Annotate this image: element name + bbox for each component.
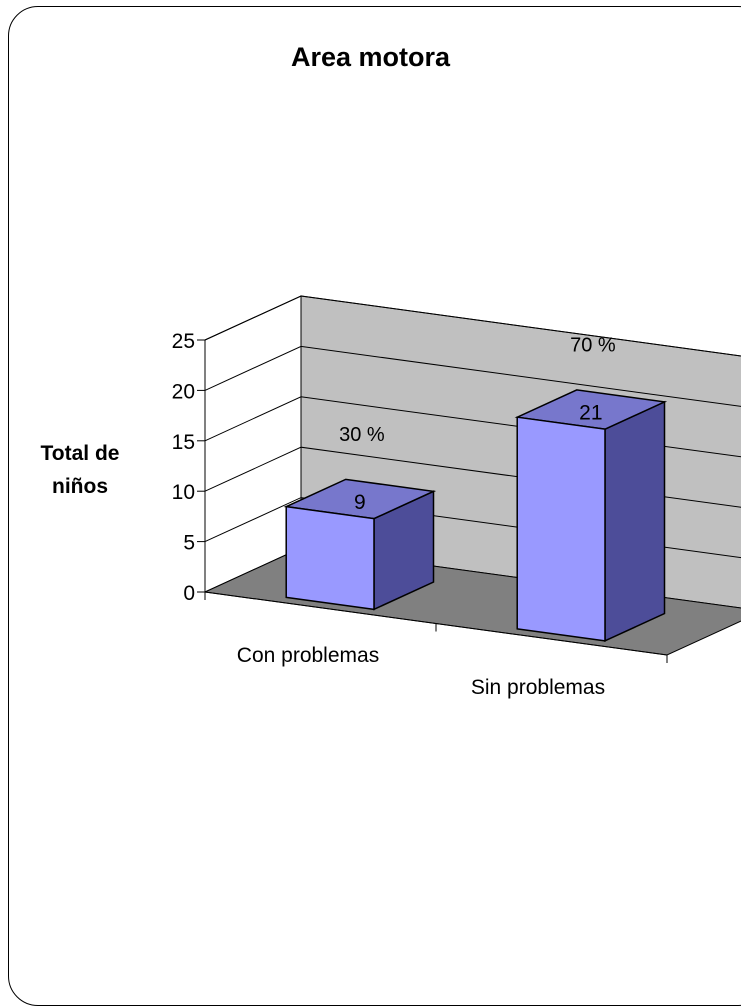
y-tick-label: 10 — [172, 481, 195, 504]
y-tick-label: 15 — [172, 431, 195, 454]
data-label-value: 21 — [579, 402, 602, 425]
data-label-percent: 70 % — [570, 335, 616, 357]
bar: 9 30 % — [283, 424, 437, 611]
y-tick-label: 0 — [183, 582, 195, 605]
y-tick-label: 5 — [183, 532, 195, 555]
gridline — [204, 295, 741, 357]
x-tick-label: Con problemas — [237, 644, 379, 667]
gridline — [204, 345, 741, 407]
bar: 21 70 % — [514, 335, 668, 643]
bar-front — [285, 505, 375, 611]
y-axis-label: Total de niños — [40, 442, 120, 498]
bar-front — [516, 416, 606, 642]
data-label-value: 9 — [354, 491, 366, 514]
axes — [204, 340, 668, 663]
y-tick-label: 20 — [172, 380, 195, 403]
y-tick-label: 25 — [172, 330, 195, 353]
data-label-percent: 30 % — [339, 424, 385, 446]
bars: 9 30 % 21 70 % — [283, 335, 668, 643]
x-tick-labels: Con problemas Sin problemas — [237, 644, 605, 699]
y-ticks: 0 5 10 15 20 25 — [172, 330, 205, 605]
chart-title: Area motora — [290, 42, 451, 72]
bar-side — [604, 400, 666, 643]
x-tick-label: Sin problemas — [471, 676, 605, 699]
